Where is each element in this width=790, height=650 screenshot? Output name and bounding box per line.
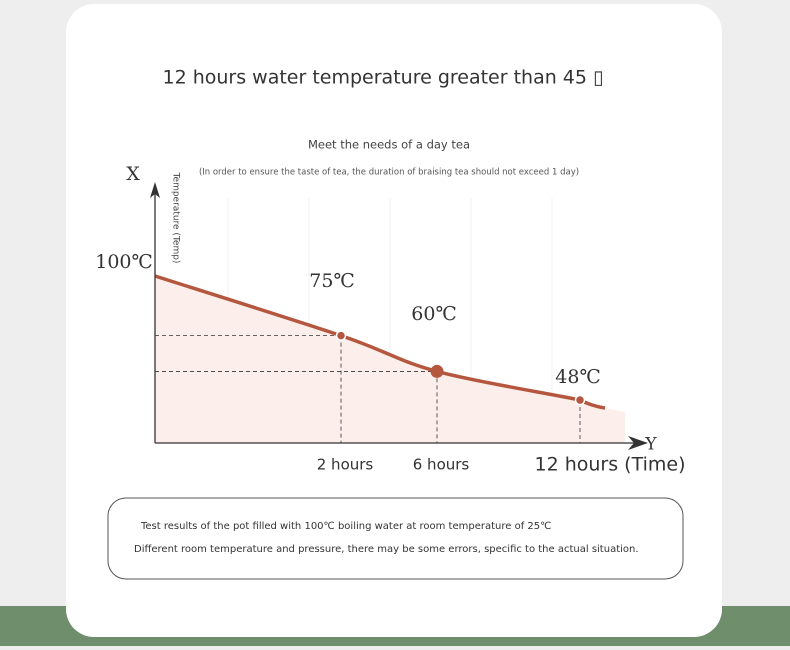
value-label: 48℃ xyxy=(555,366,600,388)
line xyxy=(154,274,581,402)
card xyxy=(66,4,722,637)
chart-title: 12 hours water temperature greater than … xyxy=(163,67,604,89)
x-axis-letter: Y xyxy=(644,435,657,455)
plot: 100℃ 75℃ 2 hours 60℃ 6 hours 48℃ 12 hours (Tim… xyxy=(95,251,685,476)
value-label: 75℃ xyxy=(309,270,354,292)
footnote-box xyxy=(107,497,684,580)
y-axis-letter: X xyxy=(126,163,140,185)
x-tick-label: 12 hours (Time) xyxy=(535,454,686,476)
value-label: 100℃ xyxy=(95,251,153,273)
point xyxy=(335,330,347,341)
y-arrow xyxy=(150,182,160,198)
point xyxy=(574,394,586,406)
note: (In order to ensure the taste of tea, th… xyxy=(199,168,579,178)
x-arrow xyxy=(628,436,648,450)
x-tick-label: 2 hours xyxy=(317,456,374,474)
y-axis-title: Temperature (Temp) xyxy=(171,172,181,264)
x-tick-label: 6 hours xyxy=(413,456,470,474)
point xyxy=(430,364,444,378)
subtitle: Meet the needs of a day tea xyxy=(308,138,470,152)
area-fill xyxy=(155,276,625,443)
value-label: 60℃ xyxy=(411,303,456,325)
footnote: Test results of the pot filled with 100℃… xyxy=(140,521,551,532)
footnote: Different room temperature and pressure,… xyxy=(134,544,639,555)
